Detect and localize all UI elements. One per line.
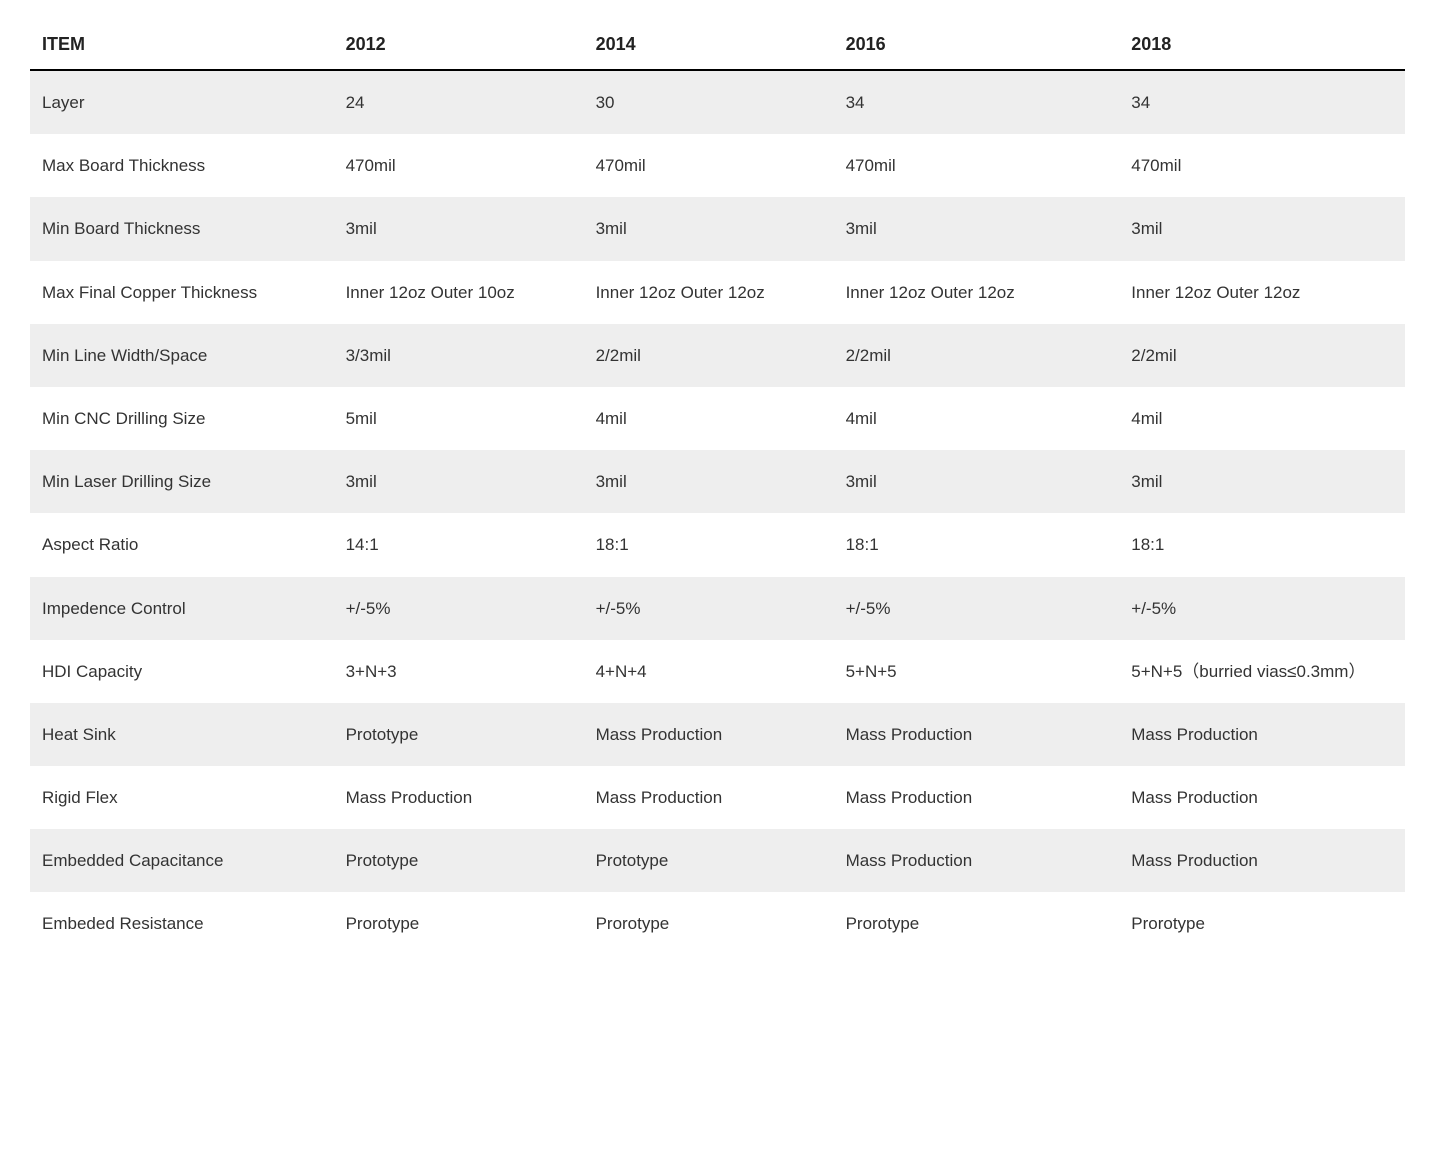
col-2016: 2016 (834, 20, 1120, 70)
cell-2018: 34 (1119, 70, 1405, 134)
cell-item: Min Laser Drilling Size (30, 450, 334, 513)
cell-item: Impedence Control (30, 577, 334, 640)
cell-2016: +/-5% (834, 577, 1120, 640)
cell-item: Min Line Width/Space (30, 324, 334, 387)
table-row: Heat Sink Prototype Mass Production Mass… (30, 703, 1405, 766)
cell-2018: 470mil (1119, 134, 1405, 197)
cell-item: Embeded Resistance (30, 892, 334, 955)
cell-2014: 30 (584, 70, 834, 134)
cell-2012: 14:1 (334, 513, 584, 576)
cell-2014: Prototype (584, 829, 834, 892)
table-row: Min Line Width/Space 3/3mil 2/2mil 2/2mi… (30, 324, 1405, 387)
cell-2018: Mass Production (1119, 703, 1405, 766)
cell-2014: 470mil (584, 134, 834, 197)
cell-2014: Mass Production (584, 703, 834, 766)
cell-2016: Inner 12oz Outer 12oz (834, 261, 1120, 324)
cell-2012: 3/3mil (334, 324, 584, 387)
cell-item: HDI Capacity (30, 640, 334, 703)
table-header-row: ITEM 2012 2014 2016 2018 (30, 20, 1405, 70)
cell-2016: Mass Production (834, 766, 1120, 829)
cell-2018: Mass Production (1119, 829, 1405, 892)
cell-item: Aspect Ratio (30, 513, 334, 576)
cell-item: Min CNC Drilling Size (30, 387, 334, 450)
cell-2016: 2/2mil (834, 324, 1120, 387)
cell-2018: 3mil (1119, 450, 1405, 513)
cell-2016: 3mil (834, 197, 1120, 260)
cell-2018: Prorotype (1119, 892, 1405, 955)
cell-2016: 4mil (834, 387, 1120, 450)
cell-2012: 5mil (334, 387, 584, 450)
cell-2014: 2/2mil (584, 324, 834, 387)
cell-2012: Inner 12oz Outer 10oz (334, 261, 584, 324)
cell-2016: 34 (834, 70, 1120, 134)
col-2014: 2014 (584, 20, 834, 70)
col-2018: 2018 (1119, 20, 1405, 70)
cell-2018: 3mil (1119, 197, 1405, 260)
cell-2018: 5+N+5（burried vias≤0.3mm） (1119, 640, 1405, 703)
cell-2012: 3mil (334, 450, 584, 513)
table-row: HDI Capacity 3+N+3 4+N+4 5+N+5 5+N+5（bur… (30, 640, 1405, 703)
cell-2016: 18:1 (834, 513, 1120, 576)
table-row: Rigid Flex Mass Production Mass Producti… (30, 766, 1405, 829)
cell-2012: 470mil (334, 134, 584, 197)
cell-2012: 3mil (334, 197, 584, 260)
cell-2016: Mass Production (834, 829, 1120, 892)
col-2012: 2012 (334, 20, 584, 70)
cell-2014: +/-5% (584, 577, 834, 640)
cell-2012: Prototype (334, 829, 584, 892)
cell-2018: Inner 12oz Outer 12oz (1119, 261, 1405, 324)
table-row: Min CNC Drilling Size 5mil 4mil 4mil 4mi… (30, 387, 1405, 450)
cell-2014: 4mil (584, 387, 834, 450)
table-row: Embeded Resistance Prorotype Prorotype P… (30, 892, 1405, 955)
cell-2016: Prorotype (834, 892, 1120, 955)
capability-table: ITEM 2012 2014 2016 2018 Layer 24 30 34 … (30, 20, 1405, 956)
cell-item: Max Final Copper Thickness (30, 261, 334, 324)
cell-item: Layer (30, 70, 334, 134)
cell-2016: 3mil (834, 450, 1120, 513)
cell-2016: Mass Production (834, 703, 1120, 766)
cell-2014: 18:1 (584, 513, 834, 576)
table-row: Aspect Ratio 14:1 18:1 18:1 18:1 (30, 513, 1405, 576)
col-item: ITEM (30, 20, 334, 70)
cell-2018: 2/2mil (1119, 324, 1405, 387)
cell-2012: 3+N+3 (334, 640, 584, 703)
cell-2012: 24 (334, 70, 584, 134)
table-row: Embedded Capacitance Prototype Prototype… (30, 829, 1405, 892)
table-row: Layer 24 30 34 34 (30, 70, 1405, 134)
table-row: Impedence Control +/-5% +/-5% +/-5% +/-5… (30, 577, 1405, 640)
cell-2012: +/-5% (334, 577, 584, 640)
cell-2018: +/-5% (1119, 577, 1405, 640)
cell-2018: 4mil (1119, 387, 1405, 450)
cell-item: Embedded Capacitance (30, 829, 334, 892)
cell-2016: 5+N+5 (834, 640, 1120, 703)
cell-2018: 18:1 (1119, 513, 1405, 576)
table-row: Max Board Thickness 470mil 470mil 470mil… (30, 134, 1405, 197)
table-row: Max Final Copper Thickness Inner 12oz Ou… (30, 261, 1405, 324)
cell-item: Rigid Flex (30, 766, 334, 829)
cell-item: Min Board Thickness (30, 197, 334, 260)
cell-2014: Inner 12oz Outer 12oz (584, 261, 834, 324)
table-row: Min Laser Drilling Size 3mil 3mil 3mil 3… (30, 450, 1405, 513)
cell-2014: 3mil (584, 450, 834, 513)
cell-2014: 4+N+4 (584, 640, 834, 703)
cell-2014: Mass Production (584, 766, 834, 829)
cell-item: Max Board Thickness (30, 134, 334, 197)
cell-2012: Mass Production (334, 766, 584, 829)
cell-item: Heat Sink (30, 703, 334, 766)
cell-2018: Mass Production (1119, 766, 1405, 829)
cell-2014: Prorotype (584, 892, 834, 955)
table-row: Min Board Thickness 3mil 3mil 3mil 3mil (30, 197, 1405, 260)
cell-2012: Prototype (334, 703, 584, 766)
cell-2016: 470mil (834, 134, 1120, 197)
cell-2014: 3mil (584, 197, 834, 260)
cell-2012: Prorotype (334, 892, 584, 955)
